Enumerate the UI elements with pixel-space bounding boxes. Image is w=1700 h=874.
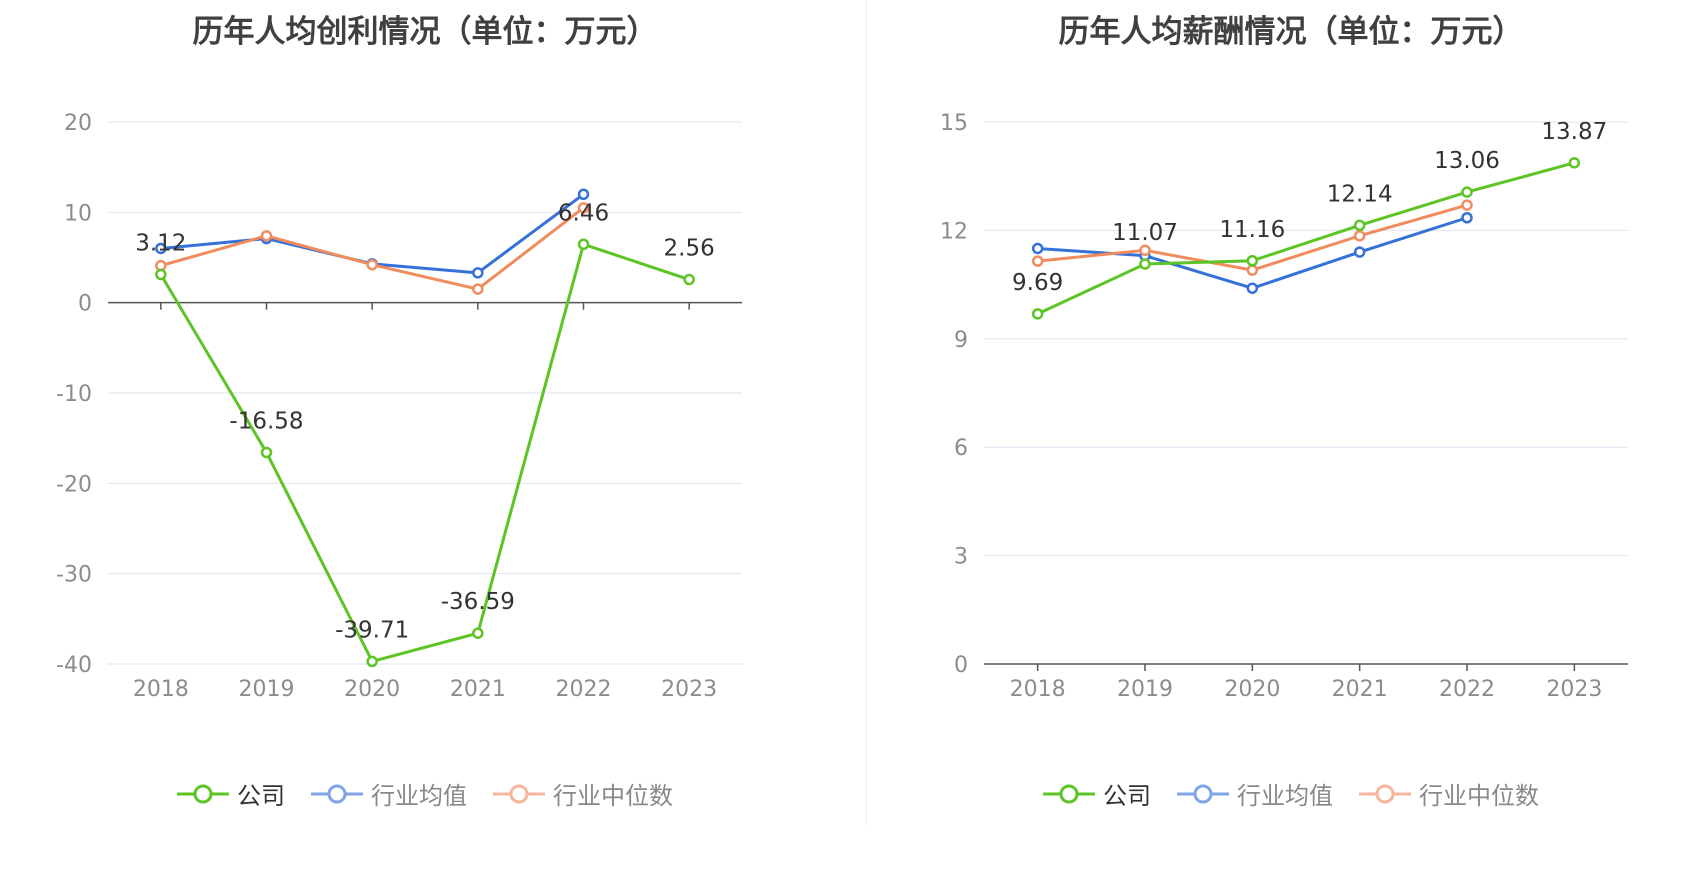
y-tick-label: -30 [56,563,92,588]
data-point [472,283,484,295]
x-tick-label: 2018 [133,677,189,702]
data-point [1353,219,1366,232]
y-tick-label: 0 [954,653,968,678]
data-label: 12.14 [1327,181,1393,207]
data-point [155,268,167,281]
x-tick-label: 2023 [1546,677,1602,702]
data-label: -36.59 [441,589,515,615]
data-point [1568,157,1581,169]
panel-divider [866,0,867,826]
data-point [260,230,273,242]
y-tick-label: 10 [64,201,92,226]
profit-chart-panel: 历年人均创利情况（单位：万元） 20 10 0 -10 -20 -30 -40 2018 201… [0,14,850,811]
data-label: -39.71 [335,617,409,643]
data-label: 2.56 [664,236,715,262]
y-tick-label: -10 [56,382,92,407]
data-point [1246,282,1259,294]
legend-label: 行业均值 [1237,782,1333,810]
x-tick-label: 2021 [1332,677,1388,702]
y-tick-label: -40 [56,653,92,678]
legend-item-industry-avg[interactable]: 行业均值 [1177,776,1333,811]
data-label: 11.16 [1219,217,1285,243]
y-tick-label: 12 [940,219,968,244]
x-tick-label: 2018 [1010,677,1066,702]
data-point [1461,186,1473,198]
data-point [683,273,695,286]
data-point [577,188,590,201]
y-tick-label: 20 [64,111,92,136]
data-point [1139,244,1151,257]
data-point [1246,255,1259,267]
x-tick-label: 2023 [661,677,717,702]
legend-label: 行业中位数 [1419,782,1539,810]
data-point [1353,246,1366,258]
data-point [1139,258,1151,270]
x-tick-label: 2021 [450,677,506,702]
series-line-2 [160,206,585,291]
legend-item-company[interactable]: 公司 [1043,776,1151,811]
series-line-0 [159,242,690,663]
data-label: 11.07 [1112,220,1178,246]
data-point [1031,242,1044,255]
data-point [1461,212,1473,224]
data-point [1353,230,1366,242]
data-point [260,446,273,459]
y-tick-label: -20 [56,472,92,497]
data-point [155,242,167,255]
x-tick-label: 2019 [239,677,295,702]
data-point [1246,264,1259,276]
legend-line-icon [1043,784,1095,803]
salary-chart-panel: 历年人均薪酬情况（单位：万元） 15 12 9 6 3 0 2018 2019 2020 2021… [866,0,1700,874]
chart-title: 历年人均创利情况（单位：万元） [192,14,658,50]
data-point [472,627,484,639]
legend-label: 公司 [237,782,285,810]
legend-item-industry-avg[interactable]: 行业均值 [311,776,467,811]
legend-label: 行业均值 [371,782,467,810]
y-tick-label: 9 [954,328,968,353]
data-point [366,655,378,668]
data-point [366,258,378,271]
y-tick-label: 15 [940,111,968,136]
legend-item-company[interactable]: 公司 [177,776,285,811]
y-tick-label: 0 [78,292,92,317]
legend-line-icon [1177,784,1229,803]
legend-item-industry-median[interactable]: 行业中位数 [493,776,673,811]
y-tick-label: 3 [954,545,968,570]
legend-line-icon [311,784,363,803]
legend-item-industry-median[interactable]: 行业中位数 [1359,776,1539,811]
legend-label: 公司 [1103,782,1151,810]
x-tick-label: 2022 [556,677,612,702]
data-point [577,238,590,251]
chart-title: 历年人均薪酬情况（单位：万元） [1058,14,1524,50]
x-tick-label: 2019 [1117,677,1173,702]
data-point [1461,199,1473,211]
y-tick-label: 6 [954,436,968,461]
legend-line-icon [493,784,545,803]
data-point [472,267,484,279]
data-label: 9.69 [1012,270,1063,296]
data-label: 13.87 [1541,119,1607,145]
x-tick-label: 2022 [1439,677,1495,702]
data-label: 6.46 [558,200,609,226]
chart-legend: 公司 行业均值 行业中位数 [0,776,850,811]
profit-line-chart: 20 10 0 -10 -20 -30 -40 2018 2019 2020 2021 2022 202… [56,111,742,702]
salary-line-chart: 15 12 9 6 3 0 2018 2019 2020 2021 2022 2023 9.69 11.0… [940,111,1628,702]
data-point [1031,308,1044,320]
x-tick-label: 2020 [1224,677,1280,702]
legend-line-icon [1359,784,1411,803]
data-label: 13.06 [1434,148,1500,174]
data-label: 3.12 [135,230,186,256]
legend-label: 行业中位数 [553,782,673,810]
x-tick-label: 2020 [344,677,400,702]
chart-legend: 公司 行业均值 行业中位数 [866,776,1700,811]
data-label: -16.58 [229,408,303,434]
data-point [1031,255,1044,267]
series-line-0 [1037,161,1575,316]
data-point [577,202,590,214]
legend-line-icon [177,784,229,803]
